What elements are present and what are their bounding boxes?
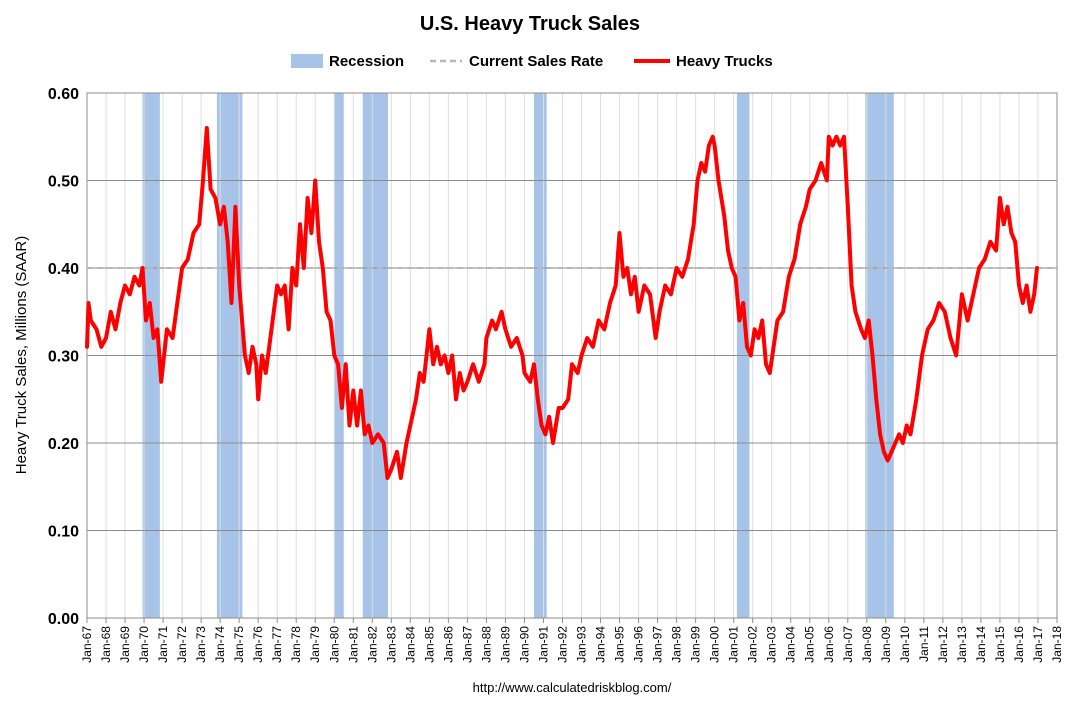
legend-label-recession: Recession bbox=[329, 53, 404, 70]
x-tick-label: Jan-13 bbox=[955, 626, 969, 663]
x-tick-label: Jan-90 bbox=[517, 626, 531, 663]
x-tick-label: Jan-81 bbox=[346, 626, 360, 663]
x-tick-label: Jan-88 bbox=[479, 626, 493, 663]
x-tick-label: Jan-00 bbox=[708, 626, 722, 663]
x-tick-label: Jan-03 bbox=[765, 626, 779, 663]
legend-label-heavy-trucks: Heavy Trucks bbox=[676, 53, 773, 70]
x-tick-label: Jan-80 bbox=[327, 626, 341, 663]
x-tick-label: Jan-15 bbox=[993, 626, 1007, 663]
x-tick-label: Jan-10 bbox=[898, 626, 912, 663]
x-tick-label: Jan-01 bbox=[727, 626, 741, 663]
chart-title: U.S. Heavy Truck Sales bbox=[420, 13, 640, 35]
x-tick-label: Jan-16 bbox=[1012, 626, 1026, 663]
x-tick-label: Jan-76 bbox=[251, 626, 265, 663]
x-tick-label: Jan-05 bbox=[803, 626, 817, 663]
x-tick-label: Jan-83 bbox=[384, 626, 398, 663]
x-tick-label: Jan-02 bbox=[746, 626, 760, 663]
source-note: http://www.calculatedriskblog.com/ bbox=[473, 680, 672, 695]
x-tick-label: Jan-17 bbox=[1031, 626, 1045, 663]
x-tick-label: Jan-89 bbox=[498, 626, 512, 663]
y-tick-label: 0.60 bbox=[48, 86, 79, 103]
x-tick-label: Jan-71 bbox=[156, 626, 170, 663]
legend-entry-heavy-trucks: Heavy Trucks bbox=[634, 53, 773, 70]
y-tick-label: 0.00 bbox=[48, 611, 79, 628]
y-tick-labels: 0.00 0.10 0.20 0.30 0.40 0.50 0.60 bbox=[48, 86, 79, 628]
legend-entry-current-sales-rate: Current Sales Rate bbox=[430, 53, 603, 70]
x-tick-label: Jan-97 bbox=[651, 626, 665, 663]
x-tick-label: Jan-98 bbox=[670, 626, 684, 663]
x-tick-label: Jan-79 bbox=[308, 626, 322, 663]
x-tick-label: Jan-06 bbox=[822, 626, 836, 663]
x-tick-label: Jan-85 bbox=[422, 626, 436, 663]
x-tick-label: Jan-73 bbox=[194, 626, 208, 663]
x-tick-label: Jan-75 bbox=[232, 626, 246, 663]
x-tick-label: Jan-91 bbox=[536, 626, 550, 663]
x-tick-label: Jan-14 bbox=[974, 626, 988, 663]
x-tick-label: Jan-87 bbox=[460, 626, 474, 663]
x-tick-label: Jan-77 bbox=[270, 626, 284, 663]
y-tick-label: 0.30 bbox=[48, 349, 79, 366]
x-tick-label: Jan-78 bbox=[289, 626, 303, 663]
y-tick-label: 0.10 bbox=[48, 524, 79, 541]
x-tick-label: Jan-12 bbox=[936, 626, 950, 663]
x-tick-label: Jan-67 bbox=[80, 626, 94, 663]
x-tick-label: Jan-94 bbox=[594, 626, 608, 663]
legend-label-current-sales-rate: Current Sales Rate bbox=[469, 53, 603, 70]
y-tick-label: 0.40 bbox=[48, 261, 79, 278]
x-tick-label: Jan-72 bbox=[175, 626, 189, 663]
x-tick-label: Jan-93 bbox=[575, 626, 589, 663]
y-tick-label: 0.50 bbox=[48, 174, 79, 191]
series-line-heavy-trucks bbox=[85, 126, 1039, 480]
legend-entry-recession: Recession bbox=[291, 53, 404, 70]
x-tick-label: Jan-08 bbox=[860, 626, 874, 663]
x-tick-label: Jan-92 bbox=[555, 626, 569, 663]
x-tick-label: Jan-96 bbox=[632, 626, 646, 663]
x-tick-labels: Jan-67 Jan-68 Jan-69 Jan-70 Jan-71 Jan-72 Jan-… bbox=[80, 618, 1064, 663]
legend: Recession Current Sales Rate Heavy Truck… bbox=[291, 53, 773, 70]
legend-swatch-recession bbox=[291, 54, 323, 68]
x-tick-label: Jan-18 bbox=[1050, 626, 1064, 663]
x-tick-label: Jan-68 bbox=[99, 626, 113, 663]
x-tick-label: Jan-99 bbox=[689, 626, 703, 663]
x-tick-label: Jan-70 bbox=[137, 626, 151, 663]
x-tick-label: Jan-74 bbox=[213, 626, 227, 663]
y-axis-label: Heavy Truck Sales, Millions (SAAR) bbox=[13, 236, 30, 474]
y-tick-label: 0.20 bbox=[48, 436, 79, 453]
x-tick-label: Jan-04 bbox=[784, 626, 798, 663]
x-tick-label: Jan-69 bbox=[118, 626, 132, 663]
x-tick-label: Jan-82 bbox=[365, 626, 379, 663]
plot-area: 0.00 0.10 0.20 0.30 0.40 0.50 0.60 Jan-67 Jan-68… bbox=[48, 86, 1064, 663]
x-tick-label: Jan-07 bbox=[841, 626, 855, 663]
x-tick-label: Jan-11 bbox=[917, 626, 931, 662]
plot-border bbox=[86, 92, 1058, 619]
x-tick-label: Jan-84 bbox=[403, 626, 417, 663]
x-tick-label: Jan-86 bbox=[441, 626, 455, 663]
x-tick-label: Jan-09 bbox=[879, 626, 893, 663]
x-tick-label: Jan-95 bbox=[613, 626, 627, 663]
